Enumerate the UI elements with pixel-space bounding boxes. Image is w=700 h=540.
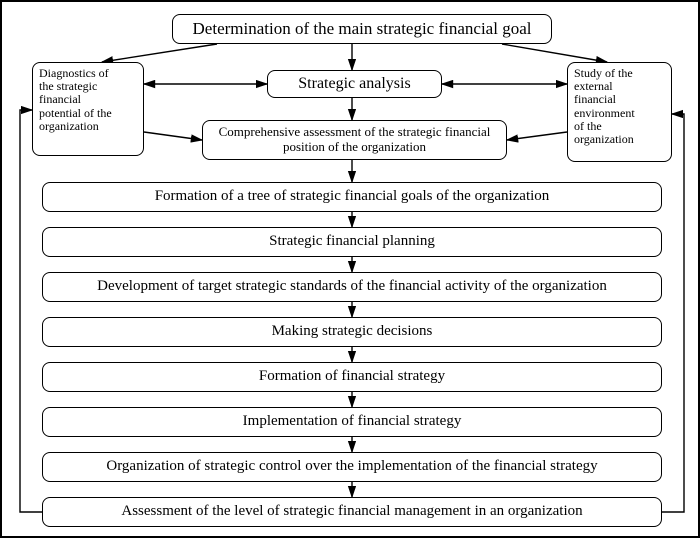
flowchart-canvas: Determination of the main strategic fina… [0, 0, 700, 538]
node-assess: Comprehensive assessment of the strategi… [202, 120, 507, 160]
node-row7: Organization of strategic control over t… [42, 452, 662, 482]
node-leftbox: Diagnostics ofthe strategicfinancialpote… [32, 62, 144, 156]
node-rightbox: Study of theexternalfinancialenvironment… [567, 62, 672, 162]
node-row1: Formation of a tree of strategic financi… [42, 182, 662, 212]
node-row5: Formation of financial strategy [42, 362, 662, 392]
node-row8: Assessment of the level of strategic fin… [42, 497, 662, 527]
node-top: Determination of the main strategic fina… [172, 14, 552, 44]
node-row4: Making strategic decisions [42, 317, 662, 347]
node-row6: Implementation of financial strategy [42, 407, 662, 437]
node-row2: Strategic financial planning [42, 227, 662, 257]
node-row3: Development of target strategic standard… [42, 272, 662, 302]
node-analysis: Strategic analysis [267, 70, 442, 98]
